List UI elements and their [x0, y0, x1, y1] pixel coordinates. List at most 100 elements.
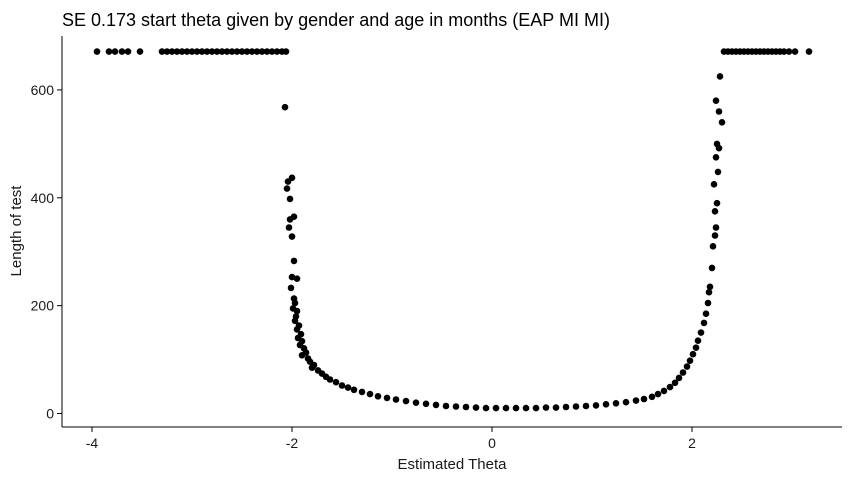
- data-point: [442, 402, 450, 410]
- data-point: [712, 224, 720, 231]
- data-point: [293, 326, 301, 333]
- data-point: [168, 48, 176, 55]
- data-point: [700, 319, 708, 327]
- data-point: [258, 48, 266, 55]
- data-point: [208, 48, 216, 55]
- data-point: [562, 403, 570, 411]
- data-point: [805, 48, 813, 55]
- data-point: [253, 48, 261, 55]
- y-tick-label: 400: [31, 190, 55, 206]
- data-point: [712, 154, 720, 161]
- data-point: [780, 48, 788, 55]
- data-point: [412, 399, 420, 407]
- data-point: [383, 394, 391, 402]
- x-tick-label: 2: [688, 435, 696, 451]
- data-point: [492, 404, 500, 412]
- data-point: [213, 48, 221, 55]
- data-point: [702, 310, 710, 318]
- data-point: [291, 299, 299, 307]
- data-point: [332, 378, 340, 386]
- data-point: [502, 404, 510, 412]
- data-point: [136, 48, 144, 55]
- data-point: [233, 48, 241, 55]
- data-point: [671, 379, 679, 387]
- data-point: [785, 48, 793, 55]
- data-point: [572, 403, 580, 410]
- data-point: [283, 185, 291, 192]
- data-point: [308, 364, 316, 372]
- data-point: [282, 48, 290, 55]
- data-point: [679, 369, 687, 376]
- data-point: [432, 401, 440, 409]
- y-tick-label: 0: [46, 406, 54, 422]
- x-axis-ticks: -4 -2 0 2: [86, 427, 696, 451]
- data-point: [358, 388, 366, 396]
- data-point: [183, 48, 191, 55]
- data-point: [344, 384, 352, 391]
- x-tick-label: -2: [286, 435, 299, 451]
- data-point: [592, 402, 600, 409]
- data-point: [713, 199, 721, 207]
- data-point: [228, 48, 236, 55]
- data-point: [288, 233, 296, 240]
- data-point: [711, 232, 719, 239]
- data-point: [683, 363, 691, 370]
- data-point: [288, 273, 296, 281]
- data-point: [710, 181, 718, 188]
- data-point: [422, 400, 430, 408]
- data-point: [281, 103, 289, 111]
- data-point: [118, 48, 126, 55]
- chart-title: SE 0.173 start theta given by gender and…: [62, 10, 610, 30]
- points-layer: [93, 48, 813, 412]
- data-point: [188, 48, 196, 55]
- data-point: [273, 48, 281, 55]
- data-point: [287, 284, 295, 292]
- data-point: [338, 382, 346, 389]
- y-axis-ticks: 0 200 400 600: [31, 82, 62, 422]
- data-point: [686, 357, 694, 365]
- data-point: [705, 288, 713, 296]
- data-point: [704, 299, 712, 307]
- data-point: [290, 257, 298, 265]
- data-point: [542, 404, 550, 411]
- data-point: [326, 376, 334, 383]
- data-point: [293, 307, 301, 315]
- data-point: [660, 387, 668, 395]
- data-point: [392, 396, 400, 403]
- data-point: [285, 224, 293, 231]
- data-point: [203, 48, 211, 55]
- data-point: [158, 48, 166, 55]
- data-point: [193, 48, 201, 55]
- data-point: [111, 48, 119, 55]
- data-point: [288, 174, 296, 182]
- data-point: [263, 48, 271, 55]
- data-point: [675, 374, 683, 382]
- data-point: [173, 48, 181, 55]
- data-point: [218, 48, 226, 55]
- data-point: [290, 213, 298, 220]
- y-tick-label: 600: [31, 82, 55, 98]
- data-point: [93, 48, 101, 55]
- data-point: [632, 397, 640, 404]
- data-point: [709, 243, 717, 250]
- data-point: [286, 195, 294, 203]
- data-point: [689, 350, 697, 358]
- data-point: [482, 404, 490, 412]
- data-point: [715, 108, 723, 115]
- y-tick-label: 200: [31, 298, 55, 314]
- data-point: [163, 48, 171, 55]
- data-point: [248, 48, 256, 55]
- data-point: [640, 395, 648, 403]
- data-point: [452, 403, 460, 410]
- data-point: [350, 386, 358, 394]
- data-point: [291, 317, 299, 325]
- data-point: [791, 48, 799, 55]
- data-point: [654, 390, 662, 398]
- data-point: [402, 397, 410, 405]
- data-point: [716, 73, 724, 80]
- data-point: [198, 48, 206, 55]
- data-point: [532, 404, 540, 412]
- data-point: [298, 352, 306, 359]
- data-point: [552, 404, 560, 411]
